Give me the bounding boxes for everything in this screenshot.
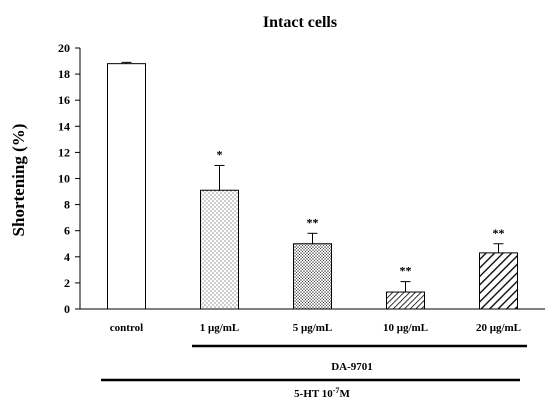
y-tick-label: 20 [58, 41, 70, 55]
y-tick-label: 8 [64, 198, 70, 212]
y-tick-label: 6 [64, 224, 70, 238]
y-tick-label: 2 [64, 276, 70, 290]
category-label: 1 μg/mL [200, 322, 240, 334]
category-label: control [110, 322, 143, 334]
significance-marker: ** [307, 215, 319, 229]
category-label: 5 μg/mL [293, 322, 333, 334]
bars: ******* [107, 61, 518, 310]
axes: 0 2 4 6 8 10 12 14 16 18 20 [58, 41, 545, 316]
treatment-group-label: 5-HT 10-7M [294, 386, 350, 400]
treatment-label-unit: M [339, 388, 350, 400]
y-axis-label: Shortening (%) [9, 124, 28, 237]
significance-marker: ** [493, 226, 505, 240]
y-tick-label: 4 [64, 250, 70, 264]
chart-title: Intact cells [263, 14, 337, 31]
bar [479, 252, 518, 310]
significance-marker: * [217, 147, 223, 161]
bar [107, 63, 146, 310]
y-tick-label: 16 [58, 93, 70, 107]
bar [386, 291, 425, 310]
category-labels: control 1 μg/mL 5 μg/mL 10 μg/mL 20 μg/mL [110, 322, 521, 334]
drug-group-label: DA-9701 [331, 361, 373, 373]
category-label: 20 μg/mL [476, 322, 521, 334]
y-tick-label: 10 [58, 172, 70, 186]
y-tick-label: 18 [58, 67, 70, 81]
bar [200, 189, 239, 310]
bar [293, 243, 332, 310]
treatment-label-exponent: -7 [333, 386, 340, 395]
significance-marker: ** [400, 264, 412, 278]
category-label: 10 μg/mL [383, 322, 428, 334]
treatment-label-base: 5-HT 10 [294, 388, 333, 400]
y-tick-label: 14 [58, 119, 70, 133]
y-tick-label: 12 [58, 145, 70, 159]
y-tick-label: 0 [64, 302, 70, 316]
